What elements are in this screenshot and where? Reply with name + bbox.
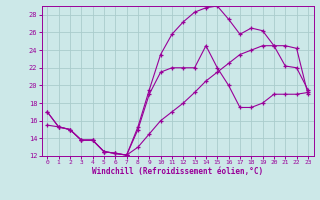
X-axis label: Windchill (Refroidissement éolien,°C): Windchill (Refroidissement éolien,°C) [92, 167, 263, 176]
